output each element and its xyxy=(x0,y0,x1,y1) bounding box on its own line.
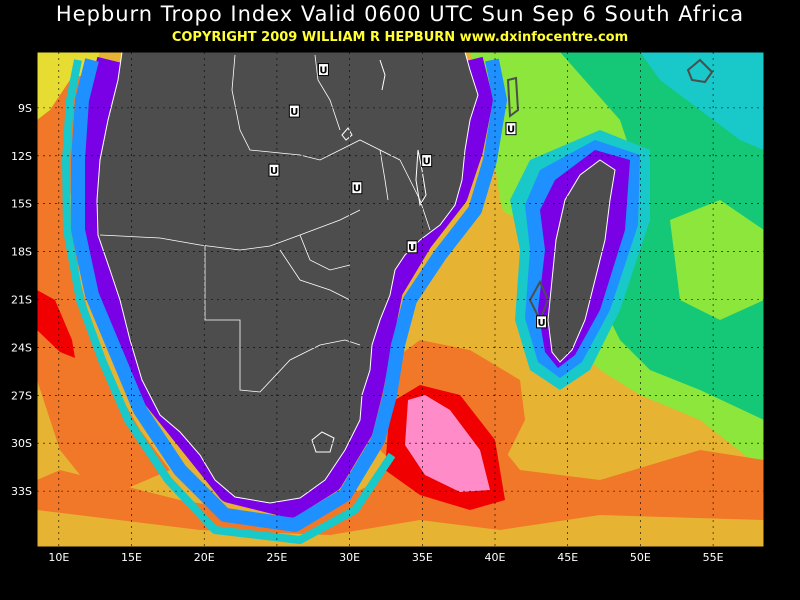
latitude-tick-label: 18S xyxy=(11,246,32,259)
field-red-west xyxy=(37,290,75,358)
longitude-tick-label: 40E xyxy=(485,551,506,564)
marker-label: U xyxy=(319,66,327,77)
marker-label: U xyxy=(408,243,416,254)
longitude-labels: 10E 15E 20E 25E 30E 35E 40E 45E 50E 55E xyxy=(48,551,723,564)
longitude-tick-label: 45E xyxy=(557,551,578,564)
marker-u: U xyxy=(406,240,418,254)
contour-cyan-africa xyxy=(62,59,396,544)
latitude-tick-label: 12S xyxy=(11,150,32,163)
marker-label: U xyxy=(423,157,431,168)
latitude-tick-label: 15S xyxy=(11,198,32,211)
marker-layer: U U U U U U U U xyxy=(268,63,548,329)
marker-u: U xyxy=(317,63,329,77)
map-frame xyxy=(36,51,765,548)
longitude-tick-label: 30E xyxy=(339,551,360,564)
longitude-tick-label: 35E xyxy=(412,551,433,564)
longitude-tick-label: 55E xyxy=(703,551,724,564)
longitude-tick-label: 50E xyxy=(630,551,651,564)
field-pink-core xyxy=(405,395,490,492)
contour-loops xyxy=(506,58,714,323)
marker-u: U xyxy=(536,315,548,329)
marker-label: U xyxy=(353,184,361,195)
marker-u: U xyxy=(288,104,300,118)
latitude-tick-label: 9S xyxy=(18,102,32,115)
longitude-tick-label: 20E xyxy=(194,551,215,564)
latitude-tick-label: 33S xyxy=(11,485,32,498)
marker-label: U xyxy=(270,166,278,177)
marker-u: U xyxy=(351,181,363,195)
contour-blue-africa xyxy=(71,58,507,532)
marker-label: U xyxy=(537,318,545,329)
field-gold-south xyxy=(37,510,764,547)
marker-u: U xyxy=(421,154,433,168)
latitude-labels: 9S 12S 15S 18S 21S 24S 27S 30S 33S xyxy=(11,102,32,498)
map-subtitle: COPYRIGHT 2009 WILLIAM R HEPBURN www.dxi… xyxy=(171,30,629,45)
country-borders xyxy=(99,54,431,393)
graticule xyxy=(37,52,764,547)
latitude-tick-label: 27S xyxy=(11,389,32,402)
latitude-tick-label: 24S xyxy=(11,341,32,354)
marker-label: U xyxy=(290,107,298,118)
marker-u: U xyxy=(505,122,517,136)
field-lightgreen-patch xyxy=(670,200,764,320)
latitude-tick-label: 30S xyxy=(11,437,32,450)
marker-label: U xyxy=(507,125,515,136)
field-cyan-ne xyxy=(640,52,764,150)
longitude-tick-label: 25E xyxy=(266,551,287,564)
latitude-tick-label: 21S xyxy=(11,294,32,307)
longitude-tick-label: 10E xyxy=(48,551,69,564)
longitude-tick-label: 15E xyxy=(121,551,142,564)
map-title: Hepburn Tropo Index Valid 0600 UTC Sun S… xyxy=(55,2,745,26)
marker-u: U xyxy=(268,163,280,177)
land-madagascar xyxy=(547,159,616,363)
field-orange-west xyxy=(37,52,170,500)
